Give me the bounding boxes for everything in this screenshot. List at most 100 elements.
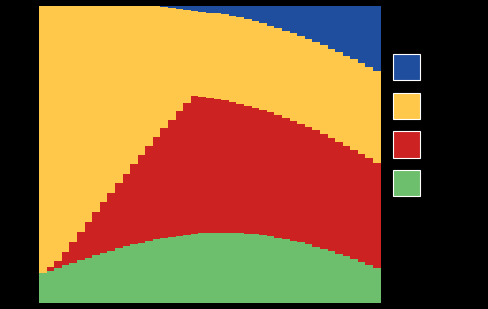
Bar (236, 6, 244, 17)
Bar (282, 6, 289, 31)
Bar (335, 254, 343, 303)
Bar (47, 267, 54, 270)
Bar (145, 146, 153, 241)
Bar (312, 42, 320, 130)
Bar (343, 56, 350, 146)
Bar (191, 96, 199, 234)
Bar (199, 97, 206, 233)
Bar (327, 251, 335, 303)
Bar (214, 99, 221, 233)
Bar (358, 6, 366, 63)
Bar (366, 265, 373, 303)
Bar (161, 238, 168, 303)
Bar (373, 268, 381, 303)
Bar (335, 6, 343, 52)
Bar (130, 244, 138, 303)
Bar (168, 6, 176, 8)
Bar (69, 6, 77, 242)
Bar (206, 233, 214, 303)
Bar (183, 6, 191, 10)
Bar (206, 13, 214, 98)
Bar (252, 235, 259, 303)
Bar (229, 6, 236, 16)
Bar (191, 11, 199, 96)
Bar (199, 233, 206, 303)
Bar (320, 249, 327, 303)
Bar (161, 6, 168, 7)
Bar (297, 6, 305, 36)
Bar (69, 263, 77, 303)
Bar (305, 244, 312, 303)
Bar (115, 183, 122, 248)
Bar (161, 7, 168, 128)
Bar (267, 236, 274, 303)
Bar (176, 6, 183, 9)
Bar (138, 6, 145, 155)
Bar (39, 6, 47, 273)
Bar (289, 241, 297, 303)
Bar (153, 6, 161, 137)
Bar (259, 235, 267, 303)
Bar (236, 17, 244, 104)
Bar (84, 258, 92, 303)
Bar (183, 103, 191, 235)
Bar (343, 146, 350, 256)
Bar (252, 21, 259, 108)
Bar (221, 6, 229, 15)
Bar (343, 256, 350, 303)
Bar (199, 6, 206, 12)
Bar (350, 150, 358, 259)
Bar (320, 6, 327, 45)
Bar (84, 222, 92, 258)
Bar (107, 251, 115, 303)
Bar (335, 142, 343, 254)
Bar (312, 6, 320, 42)
Bar (54, 268, 62, 303)
Bar (168, 120, 176, 237)
Bar (282, 118, 289, 239)
Bar (297, 36, 305, 124)
Bar (267, 26, 274, 112)
Bar (282, 31, 289, 118)
Bar (214, 233, 221, 303)
Bar (259, 6, 267, 23)
Bar (259, 110, 267, 235)
Bar (176, 9, 183, 111)
Bar (168, 237, 176, 303)
Bar (145, 6, 153, 146)
Bar (221, 15, 229, 100)
Bar (229, 102, 236, 233)
Bar (358, 154, 366, 262)
Bar (373, 163, 381, 268)
Bar (274, 238, 282, 303)
Bar (107, 193, 115, 251)
Bar (221, 100, 229, 233)
Bar (252, 108, 259, 235)
Bar (77, 260, 84, 303)
Bar (206, 6, 214, 13)
Bar (176, 111, 183, 236)
Bar (191, 6, 199, 11)
Bar (122, 6, 130, 174)
Bar (122, 246, 130, 303)
Bar (191, 234, 199, 303)
Bar (335, 52, 343, 142)
Bar (62, 265, 69, 303)
Bar (366, 67, 373, 158)
Bar (343, 6, 350, 56)
Bar (320, 134, 327, 249)
Bar (107, 6, 115, 193)
Bar (305, 6, 312, 39)
Bar (267, 6, 274, 26)
Bar (289, 6, 297, 33)
Bar (183, 10, 191, 103)
Bar (62, 252, 69, 265)
Bar (69, 242, 77, 263)
Bar (267, 112, 274, 236)
Bar (244, 234, 252, 303)
Bar (259, 23, 267, 110)
Bar (138, 243, 145, 303)
Bar (229, 233, 236, 303)
Bar (214, 6, 221, 13)
Bar (145, 241, 153, 303)
